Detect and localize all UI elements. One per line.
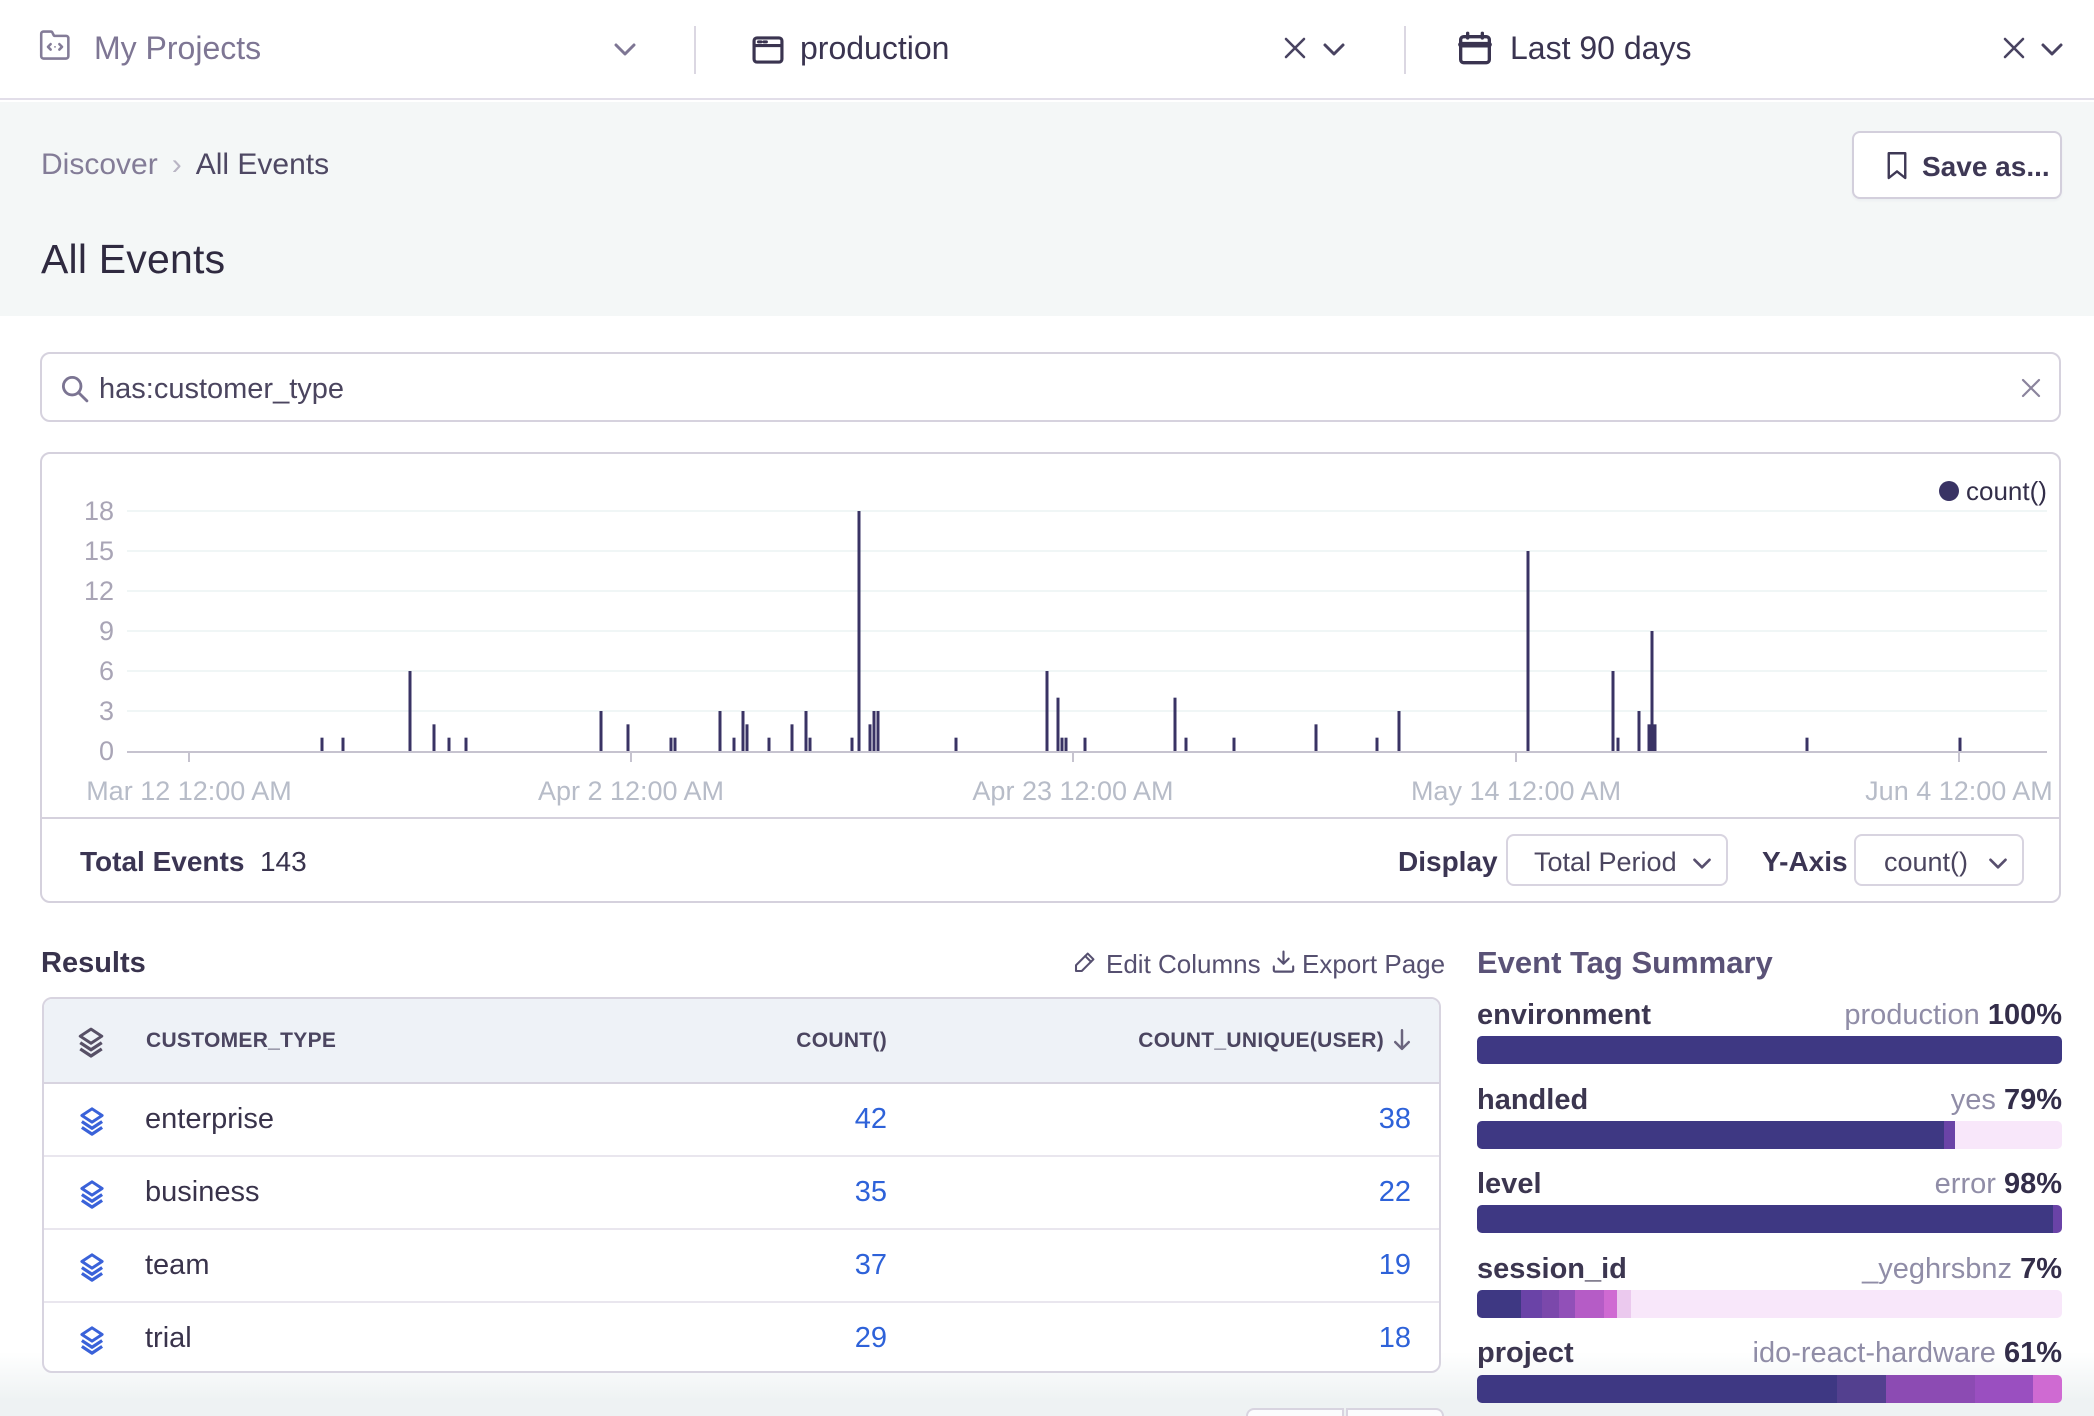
svg-text:Mar 12 12:00 AM: Mar 12 12:00 AM [86,776,292,806]
svg-text:6: 6 [99,656,114,686]
svg-text:3: 3 [99,696,114,726]
svg-text:15: 15 [84,536,114,566]
svg-text:9: 9 [99,616,114,646]
svg-text:Apr 2 12:00 AM: Apr 2 12:00 AM [538,776,724,806]
svg-text:0: 0 [99,736,114,766]
svg-text:May 14 12:00 AM: May 14 12:00 AM [1411,776,1621,806]
svg-text:12: 12 [84,576,114,606]
svg-text:count(): count() [1966,476,2047,506]
svg-text:Jun 4 12:00 AM: Jun 4 12:00 AM [1865,776,2053,806]
svg-text:Apr 23 12:00 AM: Apr 23 12:00 AM [972,776,1173,806]
svg-text:18: 18 [84,496,114,526]
